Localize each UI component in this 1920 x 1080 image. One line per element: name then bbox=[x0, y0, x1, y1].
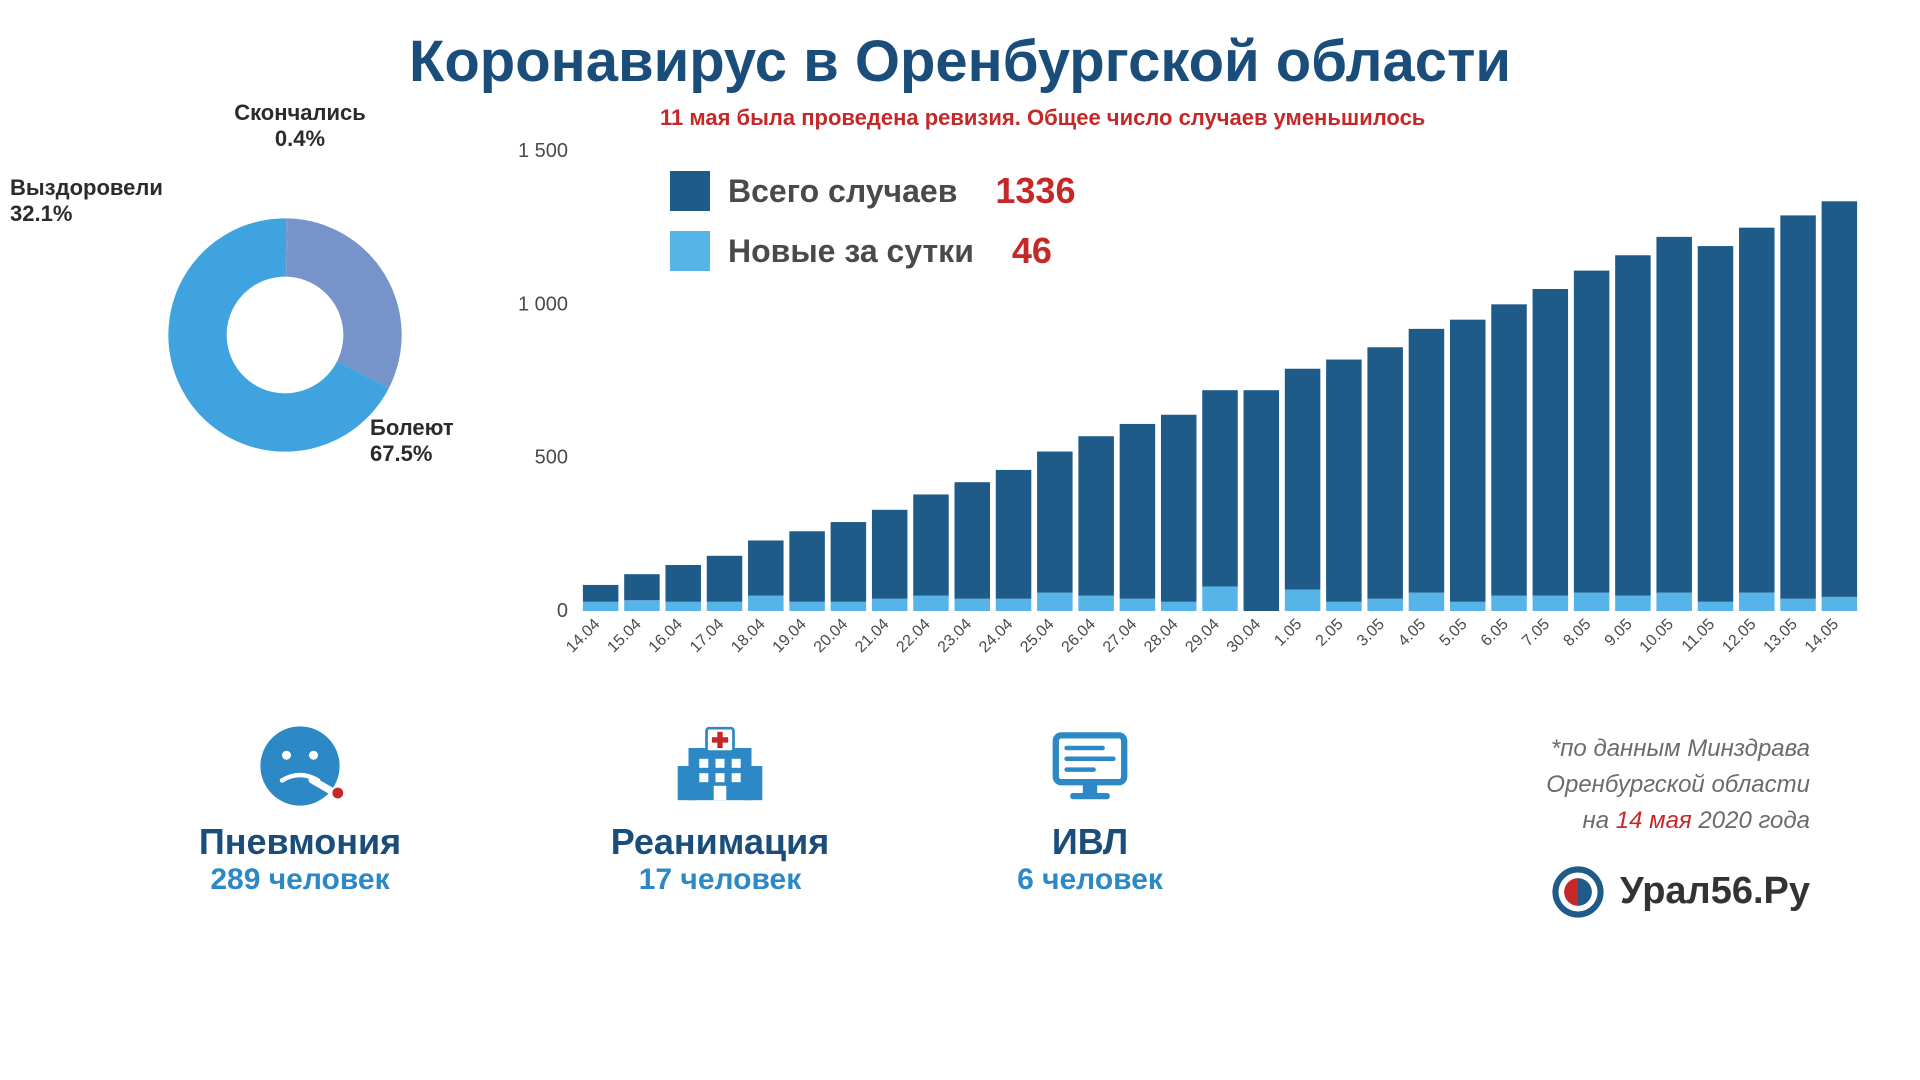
page-title: Коронавирус в Оренбургской области bbox=[0, 0, 1920, 105]
source-line2: Оренбургской области bbox=[1546, 767, 1810, 803]
donut-label-recovered: Выздоровели 32.1% bbox=[10, 175, 180, 227]
legend-value-new: 46 bbox=[1012, 230, 1052, 272]
svg-text:27.04: 27.04 bbox=[1100, 616, 1140, 656]
legend-row-total: Всего случаев 1336 bbox=[670, 170, 1075, 212]
svg-text:29.04: 29.04 bbox=[1182, 616, 1222, 656]
source-line3-prefix: на bbox=[1583, 807, 1616, 834]
legend-row-new: Новые за сутки 46 bbox=[670, 230, 1075, 272]
stat-pneumonia: Пневмония 289 человек bbox=[120, 721, 480, 897]
svg-text:7.05: 7.05 bbox=[1519, 616, 1553, 650]
bottom-row: Пневмония 289 человек Реанимация 17 чело bbox=[0, 661, 1920, 920]
svg-text:4.05: 4.05 bbox=[1395, 616, 1429, 650]
source-line3: на 14 мая 2020 года bbox=[1546, 803, 1810, 839]
svg-text:19.04: 19.04 bbox=[770, 616, 810, 656]
stat-ventilator-value: 6 человек bbox=[960, 863, 1220, 897]
svg-text:10.05: 10.05 bbox=[1637, 616, 1677, 656]
svg-text:13.05: 13.05 bbox=[1761, 616, 1801, 656]
donut-label-recovered-title: Выздоровели bbox=[10, 175, 180, 201]
svg-text:500: 500 bbox=[535, 447, 568, 469]
stat-icu-title: Реанимация bbox=[540, 821, 900, 863]
hospital-icon bbox=[540, 721, 900, 811]
stat-icu-value: 17 человек bbox=[540, 863, 900, 897]
svg-text:28.04: 28.04 bbox=[1141, 616, 1181, 656]
svg-text:23.04: 23.04 bbox=[935, 616, 975, 656]
donut-panel: Скончались 0.4% Выздоровели 32.1% Болеют… bbox=[40, 105, 470, 661]
stat-icu: Реанимация 17 человек bbox=[540, 721, 900, 897]
svg-text:14.04: 14.04 bbox=[563, 616, 603, 656]
svg-text:24.04: 24.04 bbox=[976, 616, 1016, 656]
svg-text:1.05: 1.05 bbox=[1271, 616, 1305, 650]
svg-text:12.05: 12.05 bbox=[1719, 616, 1759, 656]
svg-text:1 500: 1 500 bbox=[518, 141, 568, 162]
svg-text:20.04: 20.04 bbox=[811, 616, 851, 656]
svg-text:22.04: 22.04 bbox=[893, 616, 933, 656]
stat-ventilator-title: ИВЛ bbox=[960, 821, 1220, 863]
svg-text:15.04: 15.04 bbox=[604, 616, 644, 656]
svg-text:14.05: 14.05 bbox=[1802, 616, 1842, 656]
legend-value-total: 1336 bbox=[995, 170, 1075, 212]
donut-label-died-pct: 0.4% bbox=[220, 126, 380, 152]
brand: Урал56.Ру bbox=[1546, 863, 1810, 920]
stat-ventilator: ИВЛ 6 человек bbox=[960, 721, 1220, 897]
legend-label-total: Всего случаев bbox=[728, 173, 957, 210]
svg-text:21.04: 21.04 bbox=[852, 616, 892, 656]
svg-text:25.04: 25.04 bbox=[1017, 616, 1057, 656]
monitor-icon bbox=[960, 721, 1220, 811]
svg-text:30.04: 30.04 bbox=[1224, 616, 1264, 656]
svg-text:0: 0 bbox=[557, 600, 568, 622]
chart-subtitle: 11 мая была проведена ревизия. Общее чис… bbox=[490, 105, 1880, 141]
legend-swatch-new bbox=[670, 231, 710, 271]
source-line1: *по данным Минздрава bbox=[1546, 731, 1810, 767]
svg-text:1 000: 1 000 bbox=[518, 293, 568, 315]
svg-text:18.04: 18.04 bbox=[728, 616, 768, 656]
svg-text:17.04: 17.04 bbox=[687, 616, 727, 656]
source-date: 14 мая bbox=[1616, 807, 1692, 834]
svg-text:26.04: 26.04 bbox=[1059, 616, 1099, 656]
donut-label-died: Скончались 0.4% bbox=[220, 100, 380, 152]
svg-text:8.05: 8.05 bbox=[1560, 616, 1594, 650]
chart-legend: Всего случаев 1336 Новые за сутки 46 bbox=[670, 170, 1075, 290]
svg-text:3.05: 3.05 bbox=[1354, 616, 1388, 650]
source-line3-suffix: 2020 года bbox=[1692, 807, 1810, 834]
legend-label-new: Новые за сутки bbox=[728, 233, 974, 270]
main-row: Скончались 0.4% Выздоровели 32.1% Болеют… bbox=[0, 105, 1920, 661]
svg-text:16.04: 16.04 bbox=[646, 616, 686, 656]
brand-logo-icon bbox=[1552, 866, 1604, 918]
stat-pneumonia-title: Пневмония bbox=[120, 821, 480, 863]
brand-text: Урал56.Ру bbox=[1620, 863, 1810, 920]
legend-swatch-total bbox=[670, 171, 710, 211]
svg-text:2.05: 2.05 bbox=[1313, 616, 1347, 650]
donut-label-died-title: Скончались bbox=[220, 100, 380, 126]
source-note: *по данным Минздрава Оренбургской област… bbox=[1546, 721, 1850, 920]
svg-text:6.05: 6.05 bbox=[1478, 616, 1512, 650]
svg-text:9.05: 9.05 bbox=[1602, 616, 1636, 650]
donut-label-recovered-pct: 32.1% bbox=[10, 201, 180, 227]
svg-text:5.05: 5.05 bbox=[1437, 616, 1471, 650]
barchart-panel: 11 мая была проведена ревизия. Общее чис… bbox=[470, 105, 1880, 661]
stat-pneumonia-value: 289 человек bbox=[120, 863, 480, 897]
sick-face-icon bbox=[120, 721, 480, 811]
donut-chart: Скончались 0.4% Выздоровели 32.1% Болеют… bbox=[40, 105, 470, 535]
svg-text:11.05: 11.05 bbox=[1679, 616, 1719, 656]
